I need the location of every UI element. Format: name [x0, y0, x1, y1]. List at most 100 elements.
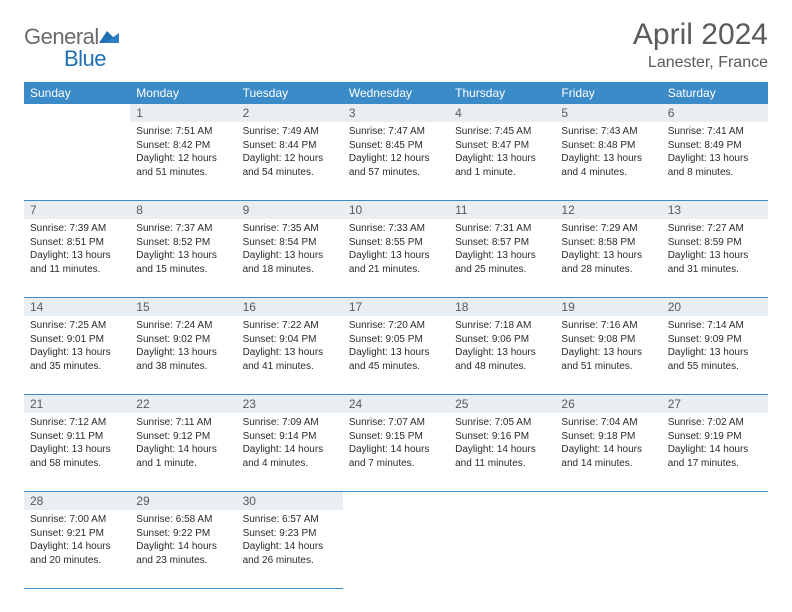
sunset-text: Sunset: 8:58 PM [561, 236, 655, 250]
calendar-week-row: 21Sunrise: 7:12 AMSunset: 9:11 PMDayligh… [24, 395, 768, 492]
day2-text: and 54 minutes. [243, 166, 337, 180]
day2-text: and 18 minutes. [243, 263, 337, 277]
day1-text: Daylight: 14 hours [561, 443, 655, 457]
sunrise-text: Sunrise: 7:07 AM [349, 416, 443, 430]
day-content: Sunrise: 7:39 AMSunset: 8:51 PMDaylight:… [24, 219, 130, 297]
sunset-text: Sunset: 9:21 PM [30, 527, 124, 541]
day-content: Sunrise: 7:35 AMSunset: 8:54 PMDaylight:… [237, 219, 343, 297]
day-content: Sunrise: 7:07 AMSunset: 9:15 PMDaylight:… [343, 413, 449, 491]
day-content: Sunrise: 6:58 AMSunset: 9:22 PMDaylight:… [130, 510, 236, 588]
calendar-cell: 2 Sunrise: 7:49 AMSunset: 8:44 PMDaylight… [237, 104, 343, 201]
sunset-text: Sunset: 9:19 PM [668, 430, 762, 444]
day-number: 8 [130, 201, 236, 219]
day2-text: and 11 minutes. [455, 457, 549, 471]
day-number: 16 [237, 298, 343, 316]
day1-text: Daylight: 13 hours [30, 443, 124, 457]
day-number: 22 [130, 395, 236, 413]
sunrise-text: Sunrise: 7:05 AM [455, 416, 549, 430]
calendar-cell: 23Sunrise: 7:09 AMSunset: 9:14 PMDayligh… [237, 395, 343, 492]
day2-text: and 45 minutes. [349, 360, 443, 374]
day1-text: Daylight: 14 hours [349, 443, 443, 457]
sunset-text: Sunset: 8:52 PM [136, 236, 230, 250]
page-title: April 2024 [633, 18, 768, 52]
calendar-cell: 20Sunrise: 7:14 AMSunset: 9:09 PMDayligh… [662, 298, 768, 395]
day-number: 10 [343, 201, 449, 219]
calendar-cell [449, 492, 555, 589]
day-number: 5 [555, 104, 661, 122]
day2-text: and 51 minutes. [136, 166, 230, 180]
day2-text: and 15 minutes. [136, 263, 230, 277]
day-number: 12 [555, 201, 661, 219]
weekday-header: Monday [130, 82, 236, 104]
sunrise-text: Sunrise: 7:25 AM [30, 319, 124, 333]
sunset-text: Sunset: 9:18 PM [561, 430, 655, 444]
calendar-cell: 3Sunrise: 7:47 AMSunset: 8:45 PMDaylight… [343, 104, 449, 201]
sunset-text: Sunset: 9:15 PM [349, 430, 443, 444]
sunrise-text: Sunrise: 7:41 AM [668, 125, 762, 139]
day2-text: and 57 minutes. [349, 166, 443, 180]
sunrise-text: Sunrise: 7:14 AM [668, 319, 762, 333]
calendar-cell: 15Sunrise: 7:24 AMSunset: 9:02 PMDayligh… [130, 298, 236, 395]
calendar-page: General Blue April 2024 Lanester, France… [0, 0, 792, 607]
calendar-cell: 26Sunrise: 7:04 AMSunset: 9:18 PMDayligh… [555, 395, 661, 492]
day-content: Sunrise: 7:18 AMSunset: 9:06 PMDaylight:… [449, 316, 555, 394]
sunset-text: Sunset: 9:12 PM [136, 430, 230, 444]
calendar-cell [343, 492, 449, 589]
sunrise-text: Sunrise: 7:43 AM [561, 125, 655, 139]
day1-text: Daylight: 13 hours [136, 346, 230, 360]
day-content: Sunrise: 7:02 AMSunset: 9:19 PMDaylight:… [662, 413, 768, 491]
day-number: 25 [449, 395, 555, 413]
day-number: 3 [343, 104, 449, 122]
day-number: 2 [237, 104, 343, 122]
day-number: 11 [449, 201, 555, 219]
sunrise-text: Sunrise: 7:39 AM [30, 222, 124, 236]
day2-text: and 11 minutes. [30, 263, 124, 277]
day-number: 27 [662, 395, 768, 413]
calendar-cell: 14Sunrise: 7:25 AMSunset: 9:01 PMDayligh… [24, 298, 130, 395]
sunrise-text: Sunrise: 7:00 AM [30, 513, 124, 527]
calendar-week-row: 7Sunrise: 7:39 AMSunset: 8:51 PMDaylight… [24, 201, 768, 298]
weekday-header: Thursday [449, 82, 555, 104]
sunrise-text: Sunrise: 7:33 AM [349, 222, 443, 236]
sunset-text: Sunset: 8:44 PM [243, 139, 337, 153]
sunrise-text: Sunrise: 7:22 AM [243, 319, 337, 333]
day1-text: Daylight: 14 hours [136, 443, 230, 457]
sunrise-text: Sunrise: 7:49 AM [243, 125, 337, 139]
day-number: 6 [662, 104, 768, 122]
calendar-week-row: 28Sunrise: 7:00 AMSunset: 9:21 PMDayligh… [24, 492, 768, 589]
calendar-cell: 11Sunrise: 7:31 AMSunset: 8:57 PMDayligh… [449, 201, 555, 298]
calendar-cell: 29Sunrise: 6:58 AMSunset: 9:22 PMDayligh… [130, 492, 236, 589]
sunrise-text: Sunrise: 6:57 AM [243, 513, 337, 527]
calendar-cell: 9Sunrise: 7:35 AMSunset: 8:54 PMDaylight… [237, 201, 343, 298]
day-number: 4 [449, 104, 555, 122]
day1-text: Daylight: 13 hours [243, 346, 337, 360]
day2-text: and 26 minutes. [243, 554, 337, 568]
sunrise-text: Sunrise: 7:11 AM [136, 416, 230, 430]
day1-text: Daylight: 12 hours [243, 152, 337, 166]
day-content: Sunrise: 7:31 AMSunset: 8:57 PMDaylight:… [449, 219, 555, 297]
weekday-header-row: Sunday Monday Tuesday Wednesday Thursday… [24, 82, 768, 104]
day1-text: Daylight: 13 hours [455, 249, 549, 263]
day-content: Sunrise: 7:29 AMSunset: 8:58 PMDaylight:… [555, 219, 661, 297]
calendar-cell: 28Sunrise: 7:00 AMSunset: 9:21 PMDayligh… [24, 492, 130, 589]
day-content: Sunrise: 7:33 AMSunset: 8:55 PMDaylight:… [343, 219, 449, 297]
weekday-header: Tuesday [237, 82, 343, 104]
sunset-text: Sunset: 8:51 PM [30, 236, 124, 250]
sunset-text: Sunset: 8:57 PM [455, 236, 549, 250]
day-number: 21 [24, 395, 130, 413]
day2-text: and 38 minutes. [136, 360, 230, 374]
day-content: Sunrise: 7:11 AMSunset: 9:12 PMDaylight:… [130, 413, 236, 491]
sunrise-text: Sunrise: 7:45 AM [455, 125, 549, 139]
calendar-week-row: 1Sunrise: 7:51 AMSunset: 8:42 PMDaylight… [24, 104, 768, 201]
day1-text: Daylight: 14 hours [668, 443, 762, 457]
location-text: Lanester, France [633, 54, 768, 72]
day-content: Sunrise: 7:22 AMSunset: 9:04 PMDaylight:… [237, 316, 343, 394]
sunset-text: Sunset: 9:06 PM [455, 333, 549, 347]
day-number: 20 [662, 298, 768, 316]
sunset-text: Sunset: 8:59 PM [668, 236, 762, 250]
calendar-cell: 6Sunrise: 7:41 AMSunset: 8:49 PMDaylight… [662, 104, 768, 201]
calendar-cell: 25Sunrise: 7:05 AMSunset: 9:16 PMDayligh… [449, 395, 555, 492]
day-number: 17 [343, 298, 449, 316]
brand-mark-icon [99, 27, 119, 43]
day-content: Sunrise: 7:51 AMSunset: 8:42 PMDaylight:… [130, 122, 236, 200]
